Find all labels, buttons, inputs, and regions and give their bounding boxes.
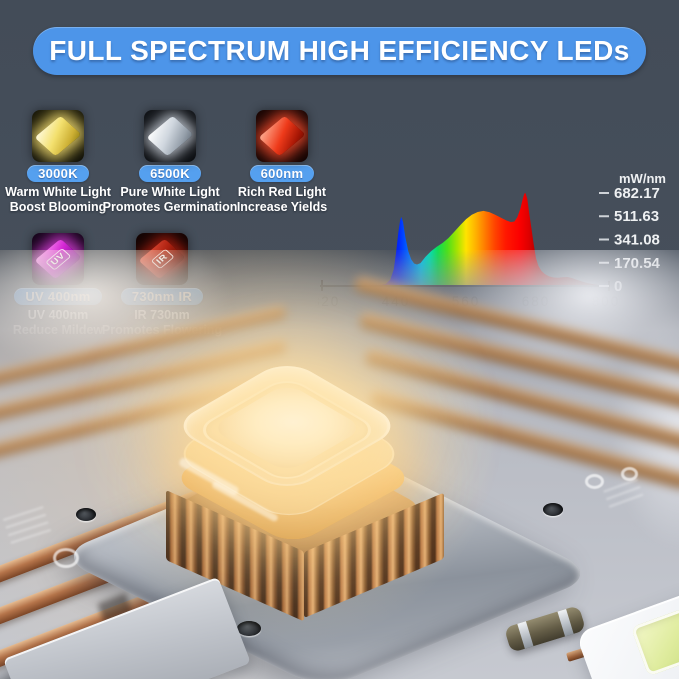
led-chip-face <box>258 115 306 157</box>
screw-hole <box>76 508 96 521</box>
led-chip-face <box>34 115 82 157</box>
led-card: 600nm Rich Red Light Increase Yields <box>226 106 338 214</box>
y-tick-label: 682.17 <box>614 185 660 202</box>
wavelength-badge: 3000K <box>27 165 89 182</box>
benefit-line-1: Warm White Light <box>5 185 111 199</box>
benefit-line-1: Rich Red Light <box>237 185 327 199</box>
led-chip-face <box>146 115 194 157</box>
led-render-scene <box>0 250 679 679</box>
title-banner: FULL SPECTRUM HIGH EFFICIENCY LEDs <box>33 27 646 75</box>
silkscreen-ring <box>585 474 604 489</box>
red-led-chip-icon <box>256 110 308 162</box>
led-card: 6500K Pure White Light Promotes Germinatio… <box>103 106 237 214</box>
cool-white-led-chip-icon <box>144 110 196 162</box>
benefit-line-1: Pure White Light <box>120 185 220 199</box>
wavelength-badge: 600nm <box>249 165 315 182</box>
warm-white-led-chip-icon <box>32 110 84 162</box>
screw-hole <box>543 503 563 516</box>
y-tick-label: 341.08 <box>614 232 660 249</box>
page-title: FULL SPECTRUM HIGH EFFICIENCY LEDs <box>49 35 630 66</box>
silkscreen-ring <box>53 548 79 568</box>
led-card: 3000K Warm White Light Boost Blooming <box>2 106 114 214</box>
resistor-band <box>557 608 574 637</box>
led-cards-row-1: 3000K Warm White Light Boost Blooming 6500K… <box>2 106 338 214</box>
screw-hole <box>237 621 261 636</box>
benefit-line-2: Boost Blooming <box>9 199 107 214</box>
wavelength-badge: 6500K <box>139 165 201 182</box>
y-axis-unit-label: mW/nm <box>619 171 666 186</box>
resistor-band <box>517 621 534 649</box>
benefit-line-2: Promotes Germination <box>102 199 238 214</box>
y-tick-label: 511.63 <box>614 208 659 225</box>
benefit-line-2: Increase Yields <box>236 199 328 214</box>
